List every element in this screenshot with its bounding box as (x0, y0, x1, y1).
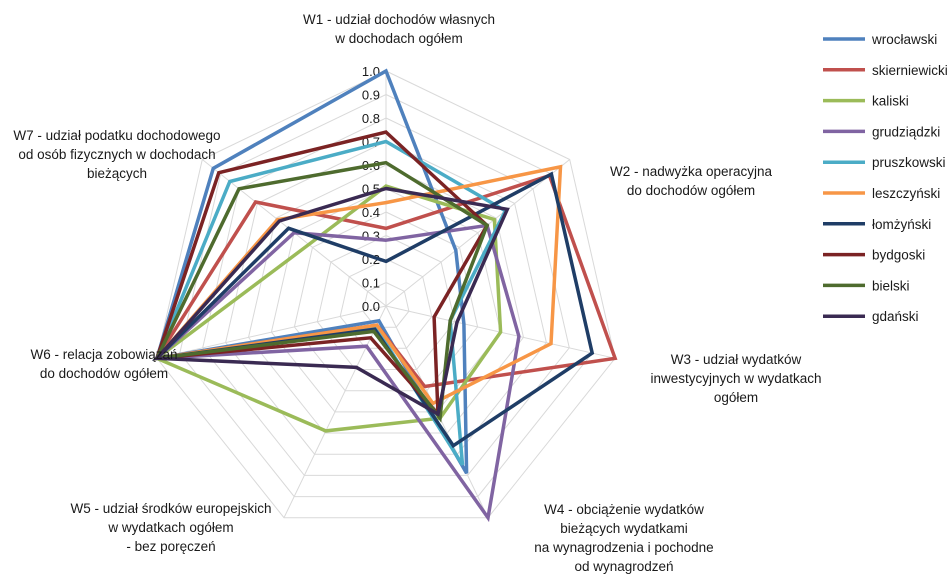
axis-label: W1 - udział dochodów własnych w dochodach… (303, 12, 495, 46)
legend-item: kaliski (823, 94, 909, 109)
series-line (153, 160, 490, 423)
grid-ring (316, 234, 456, 370)
grid-ring (202, 117, 570, 476)
radar-tick-labels: 0.00.10.20.30.40.50.60.70.80.91.0 (362, 64, 380, 314)
axis-label-line: w wydatkach ogółem (107, 520, 233, 535)
axis-label-line: bieżących wydatkami (560, 521, 688, 536)
axis-label: W7 - udział podatku dochodowego od osób f… (13, 128, 220, 181)
radar-axis-labels: W1 - udział dochodów własnych w dochodach… (13, 12, 821, 574)
legend-item: pruszkowski (823, 155, 946, 170)
axis-label-line: W2 - nadwyżka operacyjna (610, 164, 773, 179)
axis-label: W2 - nadwyżka operacyjna do dochodów ogół… (610, 164, 773, 198)
axis-label-line: do dochodów ogółem (40, 366, 168, 381)
series-line (152, 164, 563, 406)
axis-label-line: W3 - udział wydatków (671, 352, 802, 367)
axis-label-line: W6 - relacja zobowiązań (30, 347, 177, 362)
legend: wrocławski skierniewicki kaliski grudziądzk… (823, 32, 948, 324)
legend-item: leszczyński (823, 186, 940, 201)
legend-label: bydgoski (872, 248, 925, 263)
axis-label-line: w dochodach ogółem (334, 31, 463, 46)
grid-ring (225, 140, 547, 455)
legend-label: wrocławski (871, 32, 937, 47)
legend-label: pruszkowski (872, 155, 946, 170)
tick-label: 0.0 (362, 299, 380, 314)
axis-label-line: W7 - udział podatku dochodowego (13, 128, 220, 143)
axis-label-line: ogółem (714, 390, 758, 405)
legend-item: gdański (823, 309, 919, 324)
grid-spoke (385, 159, 571, 307)
legend-item: skierniewicki (823, 63, 948, 78)
axis-label-line: - bez poręczeń (126, 539, 215, 554)
axis-label-line: inwestycyjnych w wydatkach (650, 371, 821, 386)
legend-label: gdański (872, 309, 919, 324)
tick-label: 0.1 (362, 276, 380, 291)
axis-label-line: bieżących (87, 166, 147, 181)
axis-label: W3 - udział wydatków inwestycyjnych w wyd… (650, 352, 821, 405)
axis-label-line: od osób fizycznych w dochodach (18, 147, 215, 162)
legend-label: kaliski (872, 94, 909, 109)
axis-label-line: W1 - udział dochodów własnych (303, 12, 495, 27)
legend-item: bielski (823, 278, 910, 293)
axis-label: W5 - udział środków europejskich w wydatk… (70, 501, 271, 554)
axis-label-line: do dochodów ogółem (627, 183, 755, 198)
legend-item: wrocławski (823, 32, 937, 47)
grid-ring (270, 187, 502, 413)
axis-label-line: na wynagrodzenia i pochodne (534, 540, 713, 555)
grid-ring (156, 70, 616, 519)
legend-label: bielski (872, 278, 910, 293)
legend-label: leszczyński (872, 186, 940, 201)
grid-ring (247, 164, 525, 434)
series-line (153, 186, 510, 417)
legend-label: grudziądzki (872, 124, 940, 139)
legend-label: łomżyński (872, 217, 931, 232)
tick-label: 0.4 (362, 205, 380, 220)
legend-item: bydgoski (823, 248, 925, 263)
tick-label: 0.8 (362, 111, 380, 126)
grid-ring (362, 281, 410, 328)
axis-label: W4 - obciążenie wydatków bieżących wydatk… (534, 502, 713, 574)
legend-label: skierniewicki (872, 63, 948, 78)
grid-ring (293, 211, 479, 392)
series-line (154, 130, 490, 419)
axis-label-line: od wynagrodzeń (574, 559, 673, 574)
tick-label: 0.3 (362, 229, 380, 244)
tick-label: 0.9 (362, 88, 380, 103)
grid-spoke (156, 305, 387, 359)
axis-label: W6 - relacja zobowiązań do dochodów ogółe… (30, 347, 177, 381)
axis-label-line: W4 - obciążenie wydatków (544, 502, 704, 517)
axis-label-line: W5 - udział środków europejskich (70, 501, 271, 516)
legend-item: grudziądzki (823, 124, 940, 139)
radar-series-group (151, 68, 618, 523)
legend-item: łomżyński (823, 217, 931, 232)
grid-spoke (283, 305, 387, 518)
